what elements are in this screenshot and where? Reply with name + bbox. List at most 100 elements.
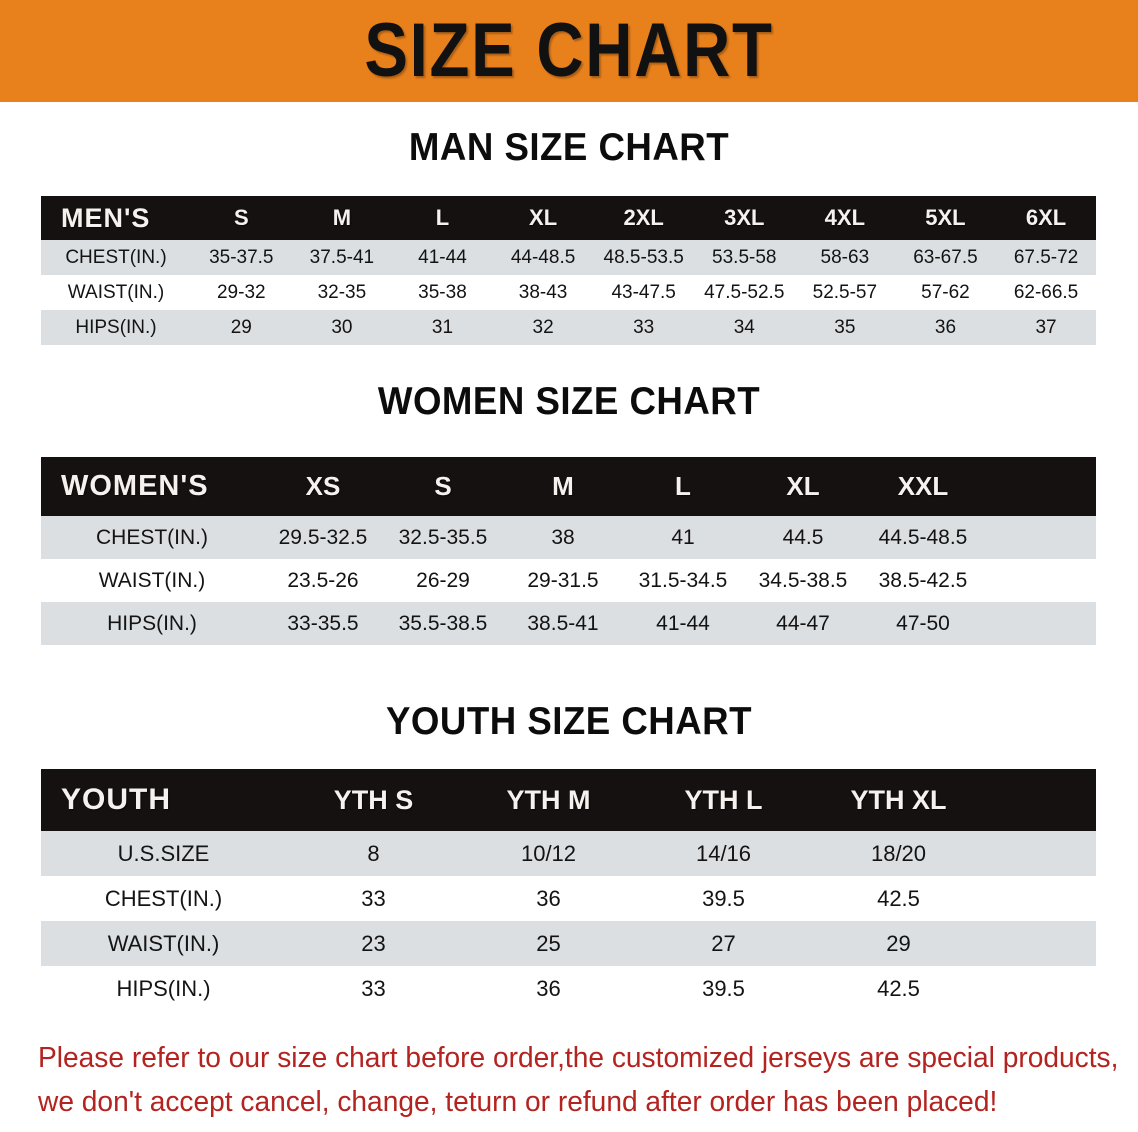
cell: 33 — [361, 885, 386, 911]
youth-size-table: YOUTH YTH S YTH M YTH L YTH XL U.S.SIZE … — [41, 769, 1096, 1011]
women-col-header: S — [434, 471, 452, 501]
cell: 58-63 — [820, 246, 870, 268]
section-title-youth: YOUTH SIZE CHART — [386, 700, 752, 743]
disclaimer-text: Please refer to our size chart before or… — [38, 1036, 1119, 1124]
cell-spacer — [986, 831, 1096, 876]
women-col-header: L — [675, 471, 691, 501]
disclaimer-line-2: we don't accept cancel, change, teturn o… — [38, 1086, 998, 1118]
women-corner-label: WOMEN'S — [61, 470, 209, 502]
cell: 33-35.5 — [287, 611, 359, 635]
table-row: HIPS(IN.) 29 30 31 32 33 34 35 36 37 — [41, 310, 1097, 345]
cell: 52.5-57 — [812, 281, 878, 303]
cell: 67.5-72 — [1013, 246, 1079, 268]
cell: 37 — [1035, 316, 1057, 338]
row-label: WAIST(IN.) — [98, 568, 206, 592]
youth-col-header: YTH XL — [850, 784, 947, 815]
table-row: WAIST(IN.) 23 25 27 29 — [41, 921, 1096, 966]
cell: 57-62 — [921, 281, 970, 303]
section-title-women: WOMEN SIZE CHART — [377, 380, 761, 423]
cell: 38.5-42.5 — [878, 568, 968, 592]
cell: 53.5-58 — [712, 246, 777, 268]
cell: 34.5-38.5 — [758, 568, 848, 592]
cell: 29-32 — [216, 281, 266, 303]
cell: 32-35 — [317, 281, 367, 303]
cell: 36 — [536, 885, 561, 911]
men-col-header: L — [435, 205, 450, 230]
women-size-table: WOMEN'S XS S M L XL XXL CHEST(IN.) 29.5-… — [41, 457, 1096, 645]
cell: 14/16 — [695, 840, 752, 866]
table-row: HIPS(IN.) 33 36 39.5 42.5 — [41, 966, 1096, 1011]
cell: 62-66.5 — [1013, 281, 1079, 303]
cell: 33 — [633, 316, 655, 338]
cell: 23.5-26 — [287, 568, 359, 592]
cell: 44.5 — [782, 525, 824, 549]
table-row: CHEST(IN.) 33 36 39.5 42.5 — [41, 876, 1096, 921]
table-header-row: WOMEN'S XS S M L XL XXL — [41, 457, 1096, 516]
women-col-header: M — [552, 471, 574, 501]
cell: 47-50 — [896, 611, 950, 635]
row-label: WAIST(IN.) — [67, 281, 165, 303]
row-label: CHEST(IN.) — [104, 885, 223, 911]
cell: 34 — [733, 316, 755, 338]
cell-spacer — [983, 559, 1096, 602]
men-col-header: 4XL — [824, 205, 866, 230]
cell: 18/20 — [870, 840, 927, 866]
row-label: HIPS(IN.) — [107, 611, 197, 635]
cell: 31 — [431, 316, 454, 338]
women-col-header: XL — [786, 471, 820, 501]
cell: 41-44 — [656, 611, 710, 635]
cell: 35 — [834, 316, 856, 338]
disclaimer-line-1: Please refer to our size chart before or… — [38, 1042, 1119, 1074]
men-corner-label: MEN'S — [61, 202, 151, 233]
men-col-header: 2XL — [623, 205, 664, 230]
cell: 39.5 — [702, 975, 745, 1001]
cell: 29 — [886, 930, 911, 956]
row-label: U.S.SIZE — [117, 840, 210, 866]
cell: 8 — [367, 840, 380, 866]
cell: 35.5-38.5 — [398, 611, 488, 635]
table-header-row: MEN'S S M L XL 2XL 3XL 4XL 5XL 6XL — [41, 196, 1097, 240]
cell: 48.5-53.5 — [603, 246, 684, 268]
cell: 29.5-32.5 — [278, 525, 368, 549]
table-row: CHEST(IN.) 29.5-32.5 32.5-35.5 38 41 44.… — [41, 516, 1096, 559]
cell: 35-38 — [418, 281, 467, 303]
row-label: WAIST(IN.) — [107, 930, 220, 956]
cell: 25 — [536, 930, 561, 956]
cell: 47.5-52.5 — [704, 281, 785, 303]
cell: 44-48.5 — [510, 246, 576, 268]
cell: 43-47.5 — [611, 281, 676, 303]
cell: 32.5-35.5 — [398, 525, 488, 549]
women-col-header: XS — [305, 471, 341, 501]
men-col-header: M — [332, 205, 352, 230]
cell-spacer — [983, 602, 1096, 645]
cell: 38.5-41 — [527, 611, 599, 635]
cell: 29-31.5 — [527, 568, 599, 592]
cell: 42.5 — [877, 885, 920, 911]
men-size-table: MEN'S S M L XL 2XL 3XL 4XL 5XL 6XL CHEST… — [41, 196, 1097, 345]
women-header-spacer — [983, 457, 1096, 516]
table-row: U.S.SIZE 8 10/12 14/16 18/20 — [41, 831, 1096, 876]
men-col-header: 3XL — [724, 205, 765, 230]
cell: 10/12 — [520, 840, 577, 866]
section-title-man: MAN SIZE CHART — [408, 126, 730, 169]
cell-spacer — [983, 516, 1096, 559]
men-col-header: 6XL — [1025, 205, 1067, 230]
cell: 63-67.5 — [913, 246, 978, 268]
row-label: HIPS(IN.) — [75, 316, 157, 338]
table-row: WAIST(IN.) 23.5-26 26-29 29-31.5 31.5-34… — [41, 559, 1096, 602]
men-col-header: 5XL — [925, 205, 966, 230]
cell: 38 — [551, 525, 575, 549]
cell-spacer — [986, 921, 1096, 966]
table-header-row: YOUTH YTH S YTH M YTH L YTH XL — [41, 769, 1096, 831]
cell: 44-47 — [776, 611, 830, 635]
row-label: CHEST(IN.) — [65, 246, 167, 268]
cell: 26-29 — [416, 568, 470, 592]
youth-col-header: YTH S — [333, 784, 414, 815]
cell: 29 — [230, 316, 252, 338]
table-row: HIPS(IN.) 33-35.5 35.5-38.5 38.5-41 41-4… — [41, 602, 1096, 645]
cell: 33 — [361, 975, 386, 1001]
cell: 41 — [671, 525, 695, 549]
cell: 31.5-34.5 — [638, 568, 728, 592]
cell: 39.5 — [702, 885, 745, 911]
